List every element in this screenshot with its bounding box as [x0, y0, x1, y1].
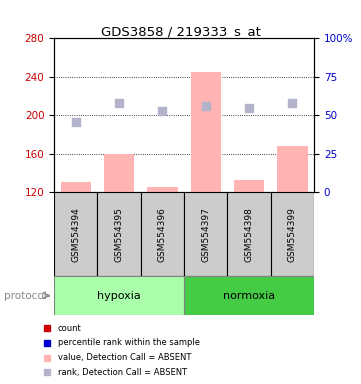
Point — [290, 99, 295, 106]
Bar — [184, 276, 314, 315]
Bar — [271, 192, 314, 276]
Text: GSM554399: GSM554399 — [288, 207, 297, 262]
Text: rank, Detection Call = ABSENT: rank, Detection Call = ABSENT — [58, 367, 187, 377]
Point — [246, 104, 252, 111]
Bar — [97, 192, 141, 276]
Point — [73, 119, 79, 125]
Text: GSM554398: GSM554398 — [245, 207, 253, 262]
Bar — [147, 187, 178, 192]
Text: GSM554397: GSM554397 — [201, 207, 210, 262]
Text: normoxia: normoxia — [223, 291, 275, 301]
Point — [116, 99, 122, 106]
Point — [203, 103, 209, 109]
Bar — [54, 192, 97, 276]
Bar — [104, 154, 134, 192]
Text: count: count — [58, 324, 82, 333]
Text: GSM554395: GSM554395 — [115, 207, 123, 262]
Text: value, Detection Call = ABSENT: value, Detection Call = ABSENT — [58, 353, 191, 362]
Point — [160, 108, 165, 114]
Text: hypoxia: hypoxia — [97, 291, 141, 301]
Bar — [61, 182, 91, 192]
Text: percentile rank within the sample: percentile rank within the sample — [58, 338, 200, 348]
Text: GSM554396: GSM554396 — [158, 207, 167, 262]
Bar — [234, 180, 264, 192]
Text: protocol: protocol — [4, 291, 46, 301]
Bar — [277, 146, 308, 192]
Bar — [141, 192, 184, 276]
Bar — [227, 192, 271, 276]
Bar — [191, 72, 221, 192]
Text: GSM554394: GSM554394 — [71, 207, 80, 262]
Bar — [54, 276, 184, 315]
Bar — [184, 192, 227, 276]
Text: GDS3858 / 219333_s_at: GDS3858 / 219333_s_at — [101, 25, 260, 38]
